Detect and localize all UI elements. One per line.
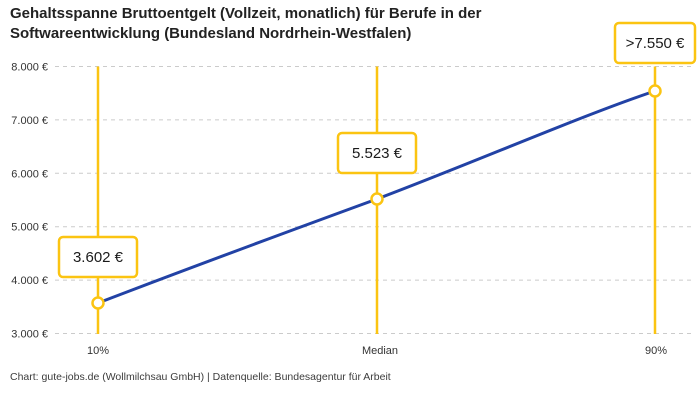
y-tick-label: 3.000 € <box>11 329 48 341</box>
y-tick-label: 6.000 € <box>11 168 48 180</box>
y-tick-label: 7.000 € <box>11 115 48 127</box>
x-tick-label-10pct: 10% <box>87 345 109 357</box>
y-axis-labels: 8.000 € 7.000 € 6.000 € 5.000 € 4.000 € … <box>11 62 48 341</box>
value-box-90pct <box>613 21 697 65</box>
data-point-90pct <box>648 84 662 98</box>
data-point-median <box>370 192 384 206</box>
data-point-10pct <box>91 296 105 310</box>
value-callouts: 3.602 € 5.523 € >7.550 € <box>57 21 697 279</box>
y-tick-label: 8.000 € <box>11 62 48 74</box>
x-axis-labels: 10% Median 90% <box>87 345 667 357</box>
chart-title: Gehaltsspanne Bruttoentgelt (Vollzeit, m… <box>10 5 482 42</box>
value-box-10pct <box>57 235 139 279</box>
x-tick-label-90pct: 90% <box>645 345 667 357</box>
value-label-median: 5.523 € <box>352 145 403 162</box>
y-tick-label: 4.000 € <box>11 275 48 287</box>
chart-footer-credit: Chart: gute-jobs.de (Wollmilchsau GmbH) … <box>10 371 391 383</box>
value-label-10pct: 3.602 € <box>73 249 124 266</box>
y-tick-label: 5.000 € <box>11 222 48 234</box>
x-tick-label-median: Median <box>362 345 398 357</box>
data-point-markers <box>91 84 662 310</box>
value-label-90pct: >7.550 € <box>626 35 685 52</box>
value-box-median <box>336 131 418 175</box>
